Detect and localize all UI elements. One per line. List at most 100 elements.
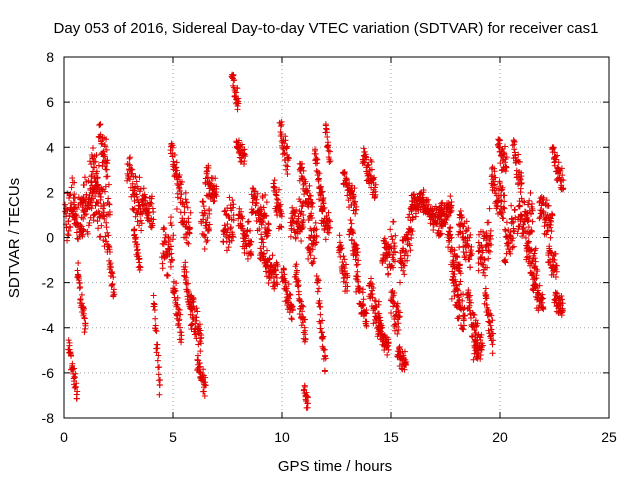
data-point xyxy=(78,291,85,298)
data-point xyxy=(338,245,345,252)
data-point xyxy=(282,137,289,144)
data-point xyxy=(489,341,496,348)
data-point xyxy=(109,270,116,277)
data-point xyxy=(79,204,86,211)
data-point xyxy=(294,267,301,274)
data-point xyxy=(472,323,479,330)
data-point xyxy=(467,264,474,271)
data-point xyxy=(133,234,140,241)
data-point xyxy=(197,348,204,355)
data-point xyxy=(539,291,546,298)
data-point xyxy=(539,299,546,306)
data-point xyxy=(325,229,332,236)
data-point xyxy=(465,225,472,232)
data-point xyxy=(150,216,157,223)
data-point xyxy=(360,145,367,152)
data-point xyxy=(430,226,437,233)
data-point xyxy=(343,261,350,268)
data-point xyxy=(352,256,359,263)
data-point xyxy=(62,201,69,208)
data-point xyxy=(457,270,464,277)
data-point xyxy=(501,198,508,205)
data-point xyxy=(453,252,460,259)
data-point xyxy=(71,179,78,186)
x-tick-labels: 0 5 10 15 20 25 xyxy=(60,429,617,445)
data-point xyxy=(520,221,527,228)
data-point xyxy=(96,234,103,241)
data-point xyxy=(204,167,211,174)
y-tick-label: -4 xyxy=(42,320,55,336)
y-tick-labels: -8 -6 -4 -2 0 2 4 6 8 xyxy=(42,49,55,426)
data-point xyxy=(173,164,180,171)
data-point xyxy=(245,218,252,225)
data-point xyxy=(239,215,246,222)
data-point xyxy=(369,294,376,301)
data-point xyxy=(326,159,333,166)
data-point xyxy=(489,350,496,357)
data-point xyxy=(66,339,73,346)
data-point xyxy=(550,144,557,151)
data-point xyxy=(531,275,538,282)
data-point xyxy=(187,322,194,329)
data-point xyxy=(479,228,486,235)
data-point xyxy=(442,221,449,228)
data-point xyxy=(293,206,300,213)
data-point xyxy=(183,269,190,276)
data-point xyxy=(368,166,375,173)
data-point xyxy=(555,159,562,166)
data-point xyxy=(491,181,498,188)
data-point xyxy=(195,341,202,348)
data-point xyxy=(132,173,139,180)
data-point xyxy=(316,300,323,307)
data-point xyxy=(246,242,253,249)
data-point xyxy=(496,137,503,144)
data-point xyxy=(468,243,475,250)
data-point xyxy=(521,199,528,206)
y-tick-label: -2 xyxy=(42,275,55,291)
data-point xyxy=(157,376,164,383)
data-point xyxy=(524,201,531,208)
data-point xyxy=(103,173,110,180)
data-point xyxy=(432,203,439,210)
data-point xyxy=(327,158,334,165)
data-point xyxy=(312,146,319,153)
data-point xyxy=(384,351,391,358)
data-point xyxy=(83,210,90,217)
data-point xyxy=(108,269,115,276)
data-point xyxy=(88,172,95,179)
data-point xyxy=(389,236,396,243)
data-point xyxy=(348,226,355,233)
data-point xyxy=(178,178,185,185)
data-point xyxy=(518,169,525,176)
data-point xyxy=(560,177,567,184)
data-point xyxy=(174,294,181,301)
data-point xyxy=(460,326,467,333)
data-point xyxy=(230,71,237,78)
data-point xyxy=(373,319,380,326)
data-point xyxy=(286,291,293,298)
data-point xyxy=(84,230,91,237)
data-point xyxy=(242,153,249,160)
data-point xyxy=(447,208,454,215)
data-point xyxy=(232,88,239,95)
data-point xyxy=(536,282,543,289)
data-point xyxy=(526,197,533,204)
data-point xyxy=(487,227,494,234)
data-point xyxy=(101,202,108,209)
data-point xyxy=(75,236,82,243)
data-point xyxy=(98,222,105,229)
data-point xyxy=(200,231,207,238)
data-point xyxy=(484,264,491,271)
data-point xyxy=(93,170,100,177)
data-point xyxy=(466,256,473,263)
data-point xyxy=(553,262,560,269)
data-point xyxy=(206,206,213,213)
data-point xyxy=(533,272,540,279)
data-point xyxy=(293,261,300,268)
data-point xyxy=(325,142,332,149)
data-point xyxy=(400,262,407,269)
data-point xyxy=(394,330,401,337)
data-point xyxy=(94,181,101,188)
data-point xyxy=(258,235,265,242)
data-point xyxy=(520,224,527,231)
